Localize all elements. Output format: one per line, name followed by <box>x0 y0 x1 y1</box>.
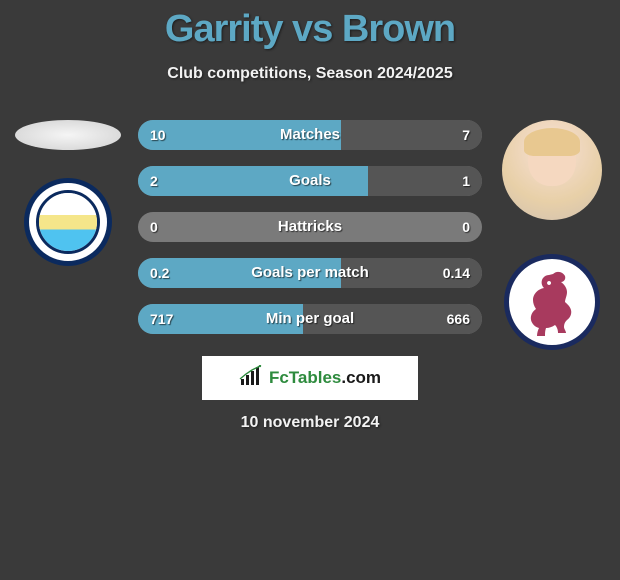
stat-label: Goals <box>138 166 482 196</box>
left-player-column <box>8 120 128 266</box>
stat-label: Hattricks <box>138 212 482 242</box>
stat-row: 21Goals <box>138 166 482 196</box>
stat-row: 717666Min per goal <box>138 304 482 334</box>
footer-logo: FcTables.com <box>202 356 418 400</box>
stat-label: Min per goal <box>138 304 482 334</box>
comparison-subtitle: Club competitions, Season 2024/2025 <box>0 65 620 83</box>
lion-icon <box>525 268 579 336</box>
footer-logo-text: FcTables.com <box>269 368 381 388</box>
stat-label: Goals per match <box>138 258 482 288</box>
stat-row: 0.20.14Goals per match <box>138 258 482 288</box>
right-club-badge <box>504 254 600 350</box>
left-club-badge <box>24 178 112 266</box>
stat-label: Matches <box>138 120 482 150</box>
left-player-photo <box>15 120 121 150</box>
right-player-column <box>492 120 612 350</box>
stat-row: 107Matches <box>138 120 482 150</box>
right-player-photo <box>502 120 602 220</box>
bar-chart-icon <box>239 365 265 392</box>
stats-area: 107Matches 21Goals 00Hattricks 0.20.14Goals… <box>138 120 482 350</box>
stat-row: 00Hattricks <box>138 212 482 242</box>
left-club-badge-inner <box>36 190 100 254</box>
comparison-title: Garrity vs Brown <box>0 0 620 51</box>
footer-date: 10 november 2024 <box>0 414 620 432</box>
